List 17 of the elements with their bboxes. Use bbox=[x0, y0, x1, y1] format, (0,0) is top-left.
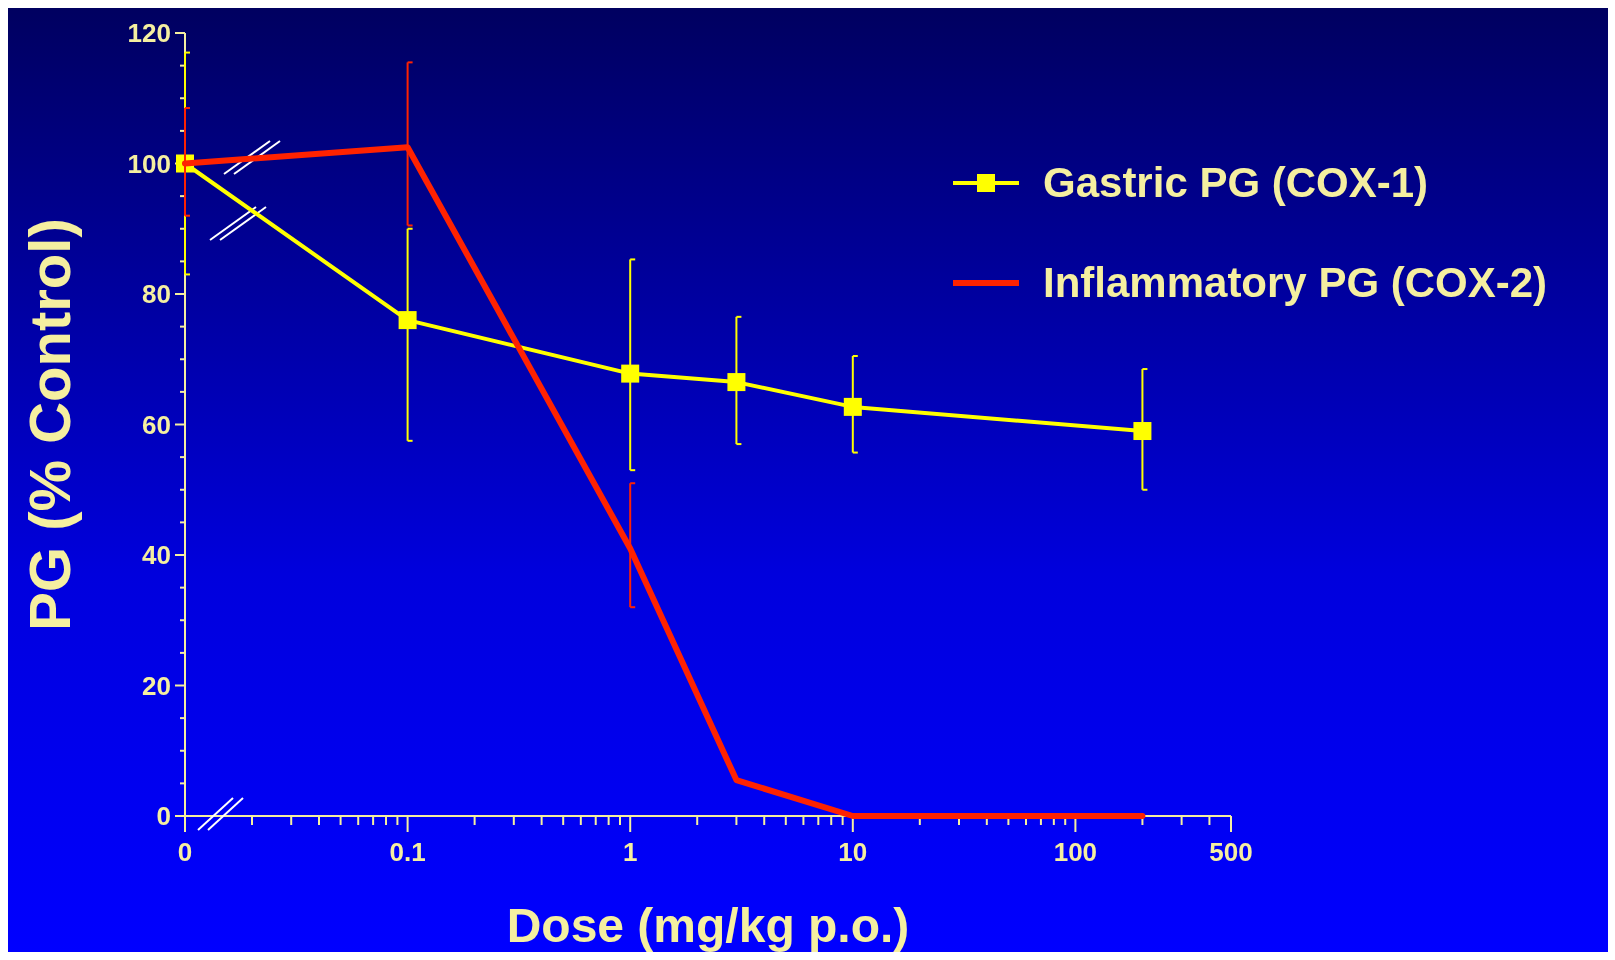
legend-label: Gastric PG (COX-1) bbox=[1043, 159, 1429, 206]
x-axis-title: Dose (mg/kg p.o.) bbox=[506, 899, 910, 952]
legend-label: Inflammatory PG (COX-2) bbox=[1043, 259, 1548, 306]
y-tick-label: 60 bbox=[142, 409, 171, 440]
x-tick-label: 100 bbox=[1053, 837, 1098, 867]
y-tick-label: 100 bbox=[127, 148, 171, 179]
x-tick-label: 0 bbox=[177, 837, 193, 867]
y-tick-label: 80 bbox=[142, 279, 171, 309]
y-tick-label: 40 bbox=[142, 540, 171, 570]
y-tick-label: 120 bbox=[127, 18, 171, 48]
x-tick-label: 500 bbox=[1209, 837, 1253, 867]
x-tick-label: 10 bbox=[838, 837, 868, 867]
x-tick-label: 0.1 bbox=[389, 837, 426, 867]
y-tick-label: 20 bbox=[142, 670, 171, 701]
x-tick-label: 1 bbox=[622, 837, 638, 867]
y-tick-label: 0 bbox=[156, 801, 171, 831]
y-axis-title: PG (% Control) bbox=[17, 218, 82, 631]
